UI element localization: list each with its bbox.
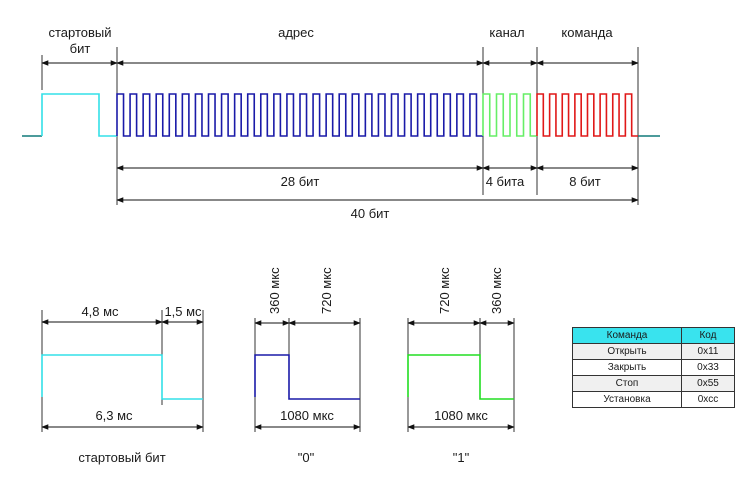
start-bit-total-duration: 6,3 мс	[95, 408, 133, 423]
command-name: Стоп	[572, 375, 682, 392]
total-bit-count: 40 бит	[351, 206, 390, 221]
command-name: Установка	[572, 391, 682, 408]
command-code: 0xcc	[681, 391, 735, 408]
start-bit-low-duration: 1,5 мс	[164, 304, 202, 319]
command-name: Открыть	[572, 343, 682, 360]
command-code: 0x33	[681, 359, 735, 376]
command-code: 0x55	[681, 375, 735, 392]
address-pulses	[116, 93, 483, 137]
zero-bit-total-duration: 1080 мкс	[280, 408, 334, 423]
command-code: 0x11	[681, 343, 735, 360]
table-row: Закрыть 0x33	[572, 359, 735, 376]
channel-label: канал	[489, 25, 524, 40]
start-bit-label-line1: стартовый	[48, 25, 111, 40]
address-label: адрес	[278, 25, 314, 40]
zero-bit-wave	[254, 354, 360, 400]
channel-pulses	[482, 93, 537, 137]
one-bit-wave	[407, 354, 514, 400]
zero-bit-detail: 360 мкс 720 мкс 1080 мкс "0"	[254, 267, 361, 465]
start-bit-caption: стартовый бит	[78, 450, 165, 465]
command-name: Закрыть	[572, 359, 682, 376]
start-bit-detail: 4,8 мс 1,5 мс 6,3 мс стартовый бит	[41, 304, 204, 465]
address-bit-count: 28 бит	[281, 174, 320, 189]
start-bit-label-line2: бит	[70, 41, 91, 56]
table-row: Установка 0xcc	[572, 391, 735, 408]
pulse-train	[116, 93, 638, 137]
one-bit-high-duration: 720 мкс	[437, 267, 452, 314]
one-bit-detail: 720 мкс 360 мкс 1080 мкс "1"	[407, 267, 515, 465]
command-table: Команда Код Открыть 0x11 Закрыть 0x33 Ст…	[572, 327, 735, 408]
zero-bit-caption: "0"	[298, 450, 315, 465]
command-table-header: Команда Код	[572, 327, 735, 344]
bit-count-arrows	[116, 165, 639, 203]
one-bit-caption: "1"	[453, 450, 470, 465]
table-row: Открыть 0x11	[572, 343, 735, 360]
table-row: Стоп 0x55	[572, 375, 735, 392]
channel-bit-count: 4 бита	[486, 174, 525, 189]
code-column-header: Код	[681, 327, 735, 344]
command-column-header: Команда	[572, 327, 682, 344]
start-bit-high-duration: 4,8 мс	[81, 304, 119, 319]
start-bit-detail-wave	[41, 354, 203, 400]
zero-bit-low-duration: 720 мкс	[319, 267, 334, 314]
one-bit-low-duration: 360 мкс	[489, 267, 504, 314]
command-pulses	[536, 93, 638, 137]
one-bit-total-duration: 1080 мкс	[434, 408, 488, 423]
command-bit-count: 8 бит	[569, 174, 601, 189]
zero-bit-high-duration: 360 мкс	[267, 267, 282, 314]
start-bit-wave	[41, 93, 117, 137]
command-label: команда	[561, 25, 613, 40]
